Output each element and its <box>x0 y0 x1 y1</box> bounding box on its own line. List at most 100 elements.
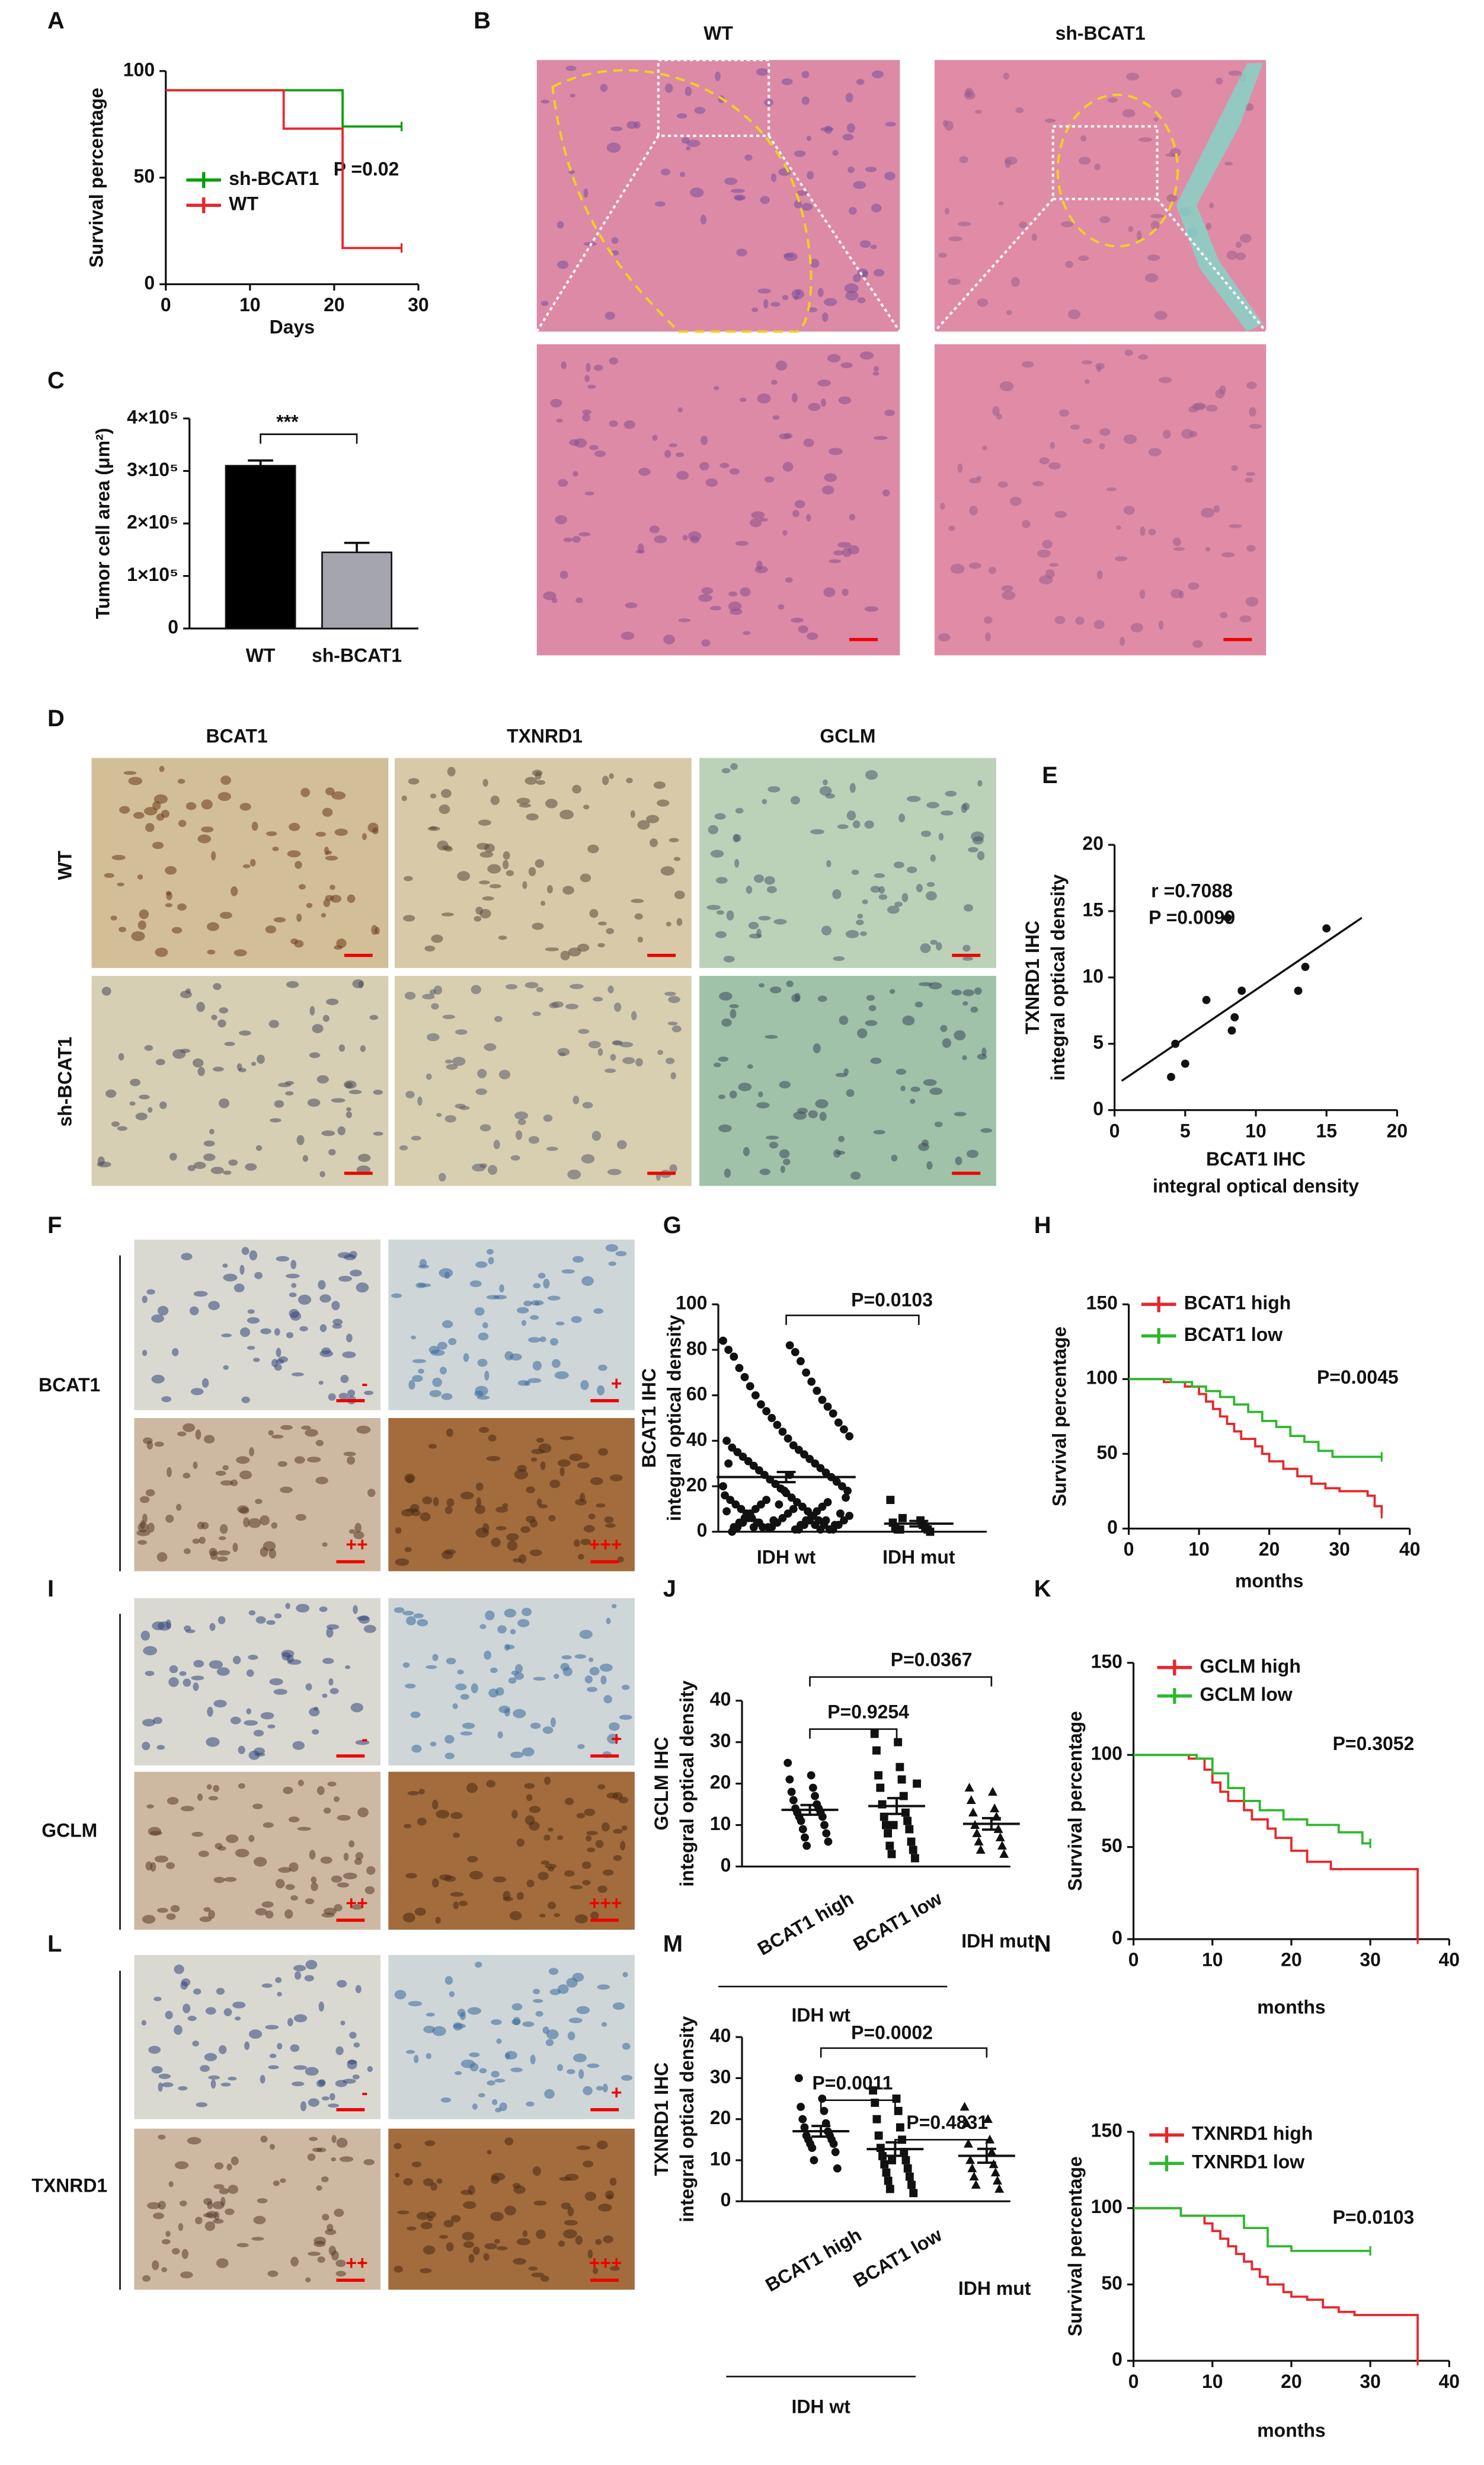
nucleus <box>523 1300 532 1307</box>
nucleus <box>315 1476 328 1484</box>
nucleus <box>239 1265 245 1275</box>
nucleus <box>266 831 277 836</box>
nucleus <box>447 767 456 777</box>
nucleus <box>1205 547 1211 552</box>
nucleus <box>217 1550 231 1556</box>
nucleus <box>450 2215 461 2223</box>
nucleus <box>664 83 673 93</box>
significance-bracket <box>785 1314 920 1325</box>
nucleus <box>148 1107 153 1113</box>
nucleus <box>1148 448 1162 456</box>
x-axis-label: Days <box>270 316 315 337</box>
nucleus <box>1078 256 1089 261</box>
nucleus <box>962 1001 968 1006</box>
nucleus <box>552 1359 561 1368</box>
nucleus <box>300 2101 306 2112</box>
nucleus <box>432 2026 446 2036</box>
nucleus <box>521 1320 527 1326</box>
nucleus <box>467 2007 482 2015</box>
point <box>802 1841 811 1850</box>
nucleus <box>210 1167 224 1174</box>
nucleus <box>468 2253 475 2263</box>
point <box>737 1505 746 1514</box>
nucleus <box>321 2176 329 2183</box>
nucleus <box>197 1067 205 1077</box>
nucleus <box>832 889 842 899</box>
point <box>869 2086 878 2095</box>
nucleus <box>195 2217 203 2224</box>
nucleus <box>972 836 984 845</box>
nucleus <box>305 2067 319 2076</box>
nucleus <box>346 1111 353 1119</box>
nucleus <box>351 1904 363 1910</box>
y-tick-label: 150 <box>1091 1650 1122 1672</box>
point <box>822 1829 831 1838</box>
point <box>794 1525 803 1534</box>
nucleus <box>596 1503 606 1508</box>
nucleus <box>278 1867 292 1873</box>
nucleus <box>1245 477 1253 483</box>
nucleus <box>602 1822 610 1832</box>
nucleus <box>736 248 747 257</box>
nucleus <box>436 1809 450 1819</box>
nucleus <box>148 2045 161 2054</box>
nucleus <box>426 1073 432 1080</box>
nucleus <box>509 1911 522 1921</box>
nucleus <box>266 1620 276 1625</box>
nucleus <box>260 1515 270 1525</box>
point <box>894 2106 903 2115</box>
nucleus <box>535 1301 540 1306</box>
column-label: TXNRD1 <box>507 725 583 746</box>
panel-label: F <box>47 1212 62 1238</box>
point <box>821 1468 830 1477</box>
nucleus <box>584 375 590 382</box>
nucleus <box>571 1315 582 1323</box>
point <box>961 2118 971 2127</box>
y-tick-label: 0 <box>1112 2349 1122 2370</box>
y-tick-label: 10 <box>1082 965 1104 986</box>
nucleus <box>612 1040 623 1046</box>
nucleus <box>504 1351 514 1361</box>
nucleus <box>621 1684 630 1690</box>
point <box>813 1387 821 1395</box>
nucleus <box>317 2256 325 2263</box>
nucleus <box>439 1366 447 1375</box>
nucleus <box>801 96 810 105</box>
nucleus <box>423 2245 436 2255</box>
point <box>992 2176 1002 2185</box>
nucleus <box>309 2137 318 2141</box>
y-tick-label: 40 <box>710 2025 731 2046</box>
nucleus <box>593 365 603 371</box>
nucleus <box>255 1499 263 1505</box>
nucleus <box>607 1168 622 1176</box>
nucleus <box>870 244 877 250</box>
nucleus <box>620 1841 626 1851</box>
nucleus <box>589 909 599 918</box>
nucleus <box>997 481 1008 488</box>
nucleus <box>849 783 856 793</box>
nucleus <box>1037 549 1051 558</box>
nucleus <box>859 931 867 936</box>
nucleus <box>868 1005 877 1011</box>
nucleus <box>300 787 310 797</box>
nucleus <box>563 537 573 542</box>
point <box>1301 962 1310 971</box>
nucleus <box>145 1489 155 1497</box>
nucleus <box>536 2229 546 2239</box>
nucleus <box>193 1682 199 1691</box>
nucleus <box>653 781 666 789</box>
nucleus <box>577 943 590 952</box>
nucleus <box>873 269 885 277</box>
nucleus <box>1002 590 1016 601</box>
nucleus <box>555 515 567 525</box>
nucleus <box>610 126 623 132</box>
nucleus <box>142 1915 156 1924</box>
nucleus <box>591 1131 602 1141</box>
nucleus <box>261 1901 274 1908</box>
nucleus <box>220 775 231 786</box>
nucleus <box>586 1835 592 1842</box>
nucleus <box>555 1321 565 1326</box>
nucleus <box>1172 537 1182 547</box>
nucleus <box>1116 525 1121 530</box>
nucleus <box>609 2177 617 2186</box>
